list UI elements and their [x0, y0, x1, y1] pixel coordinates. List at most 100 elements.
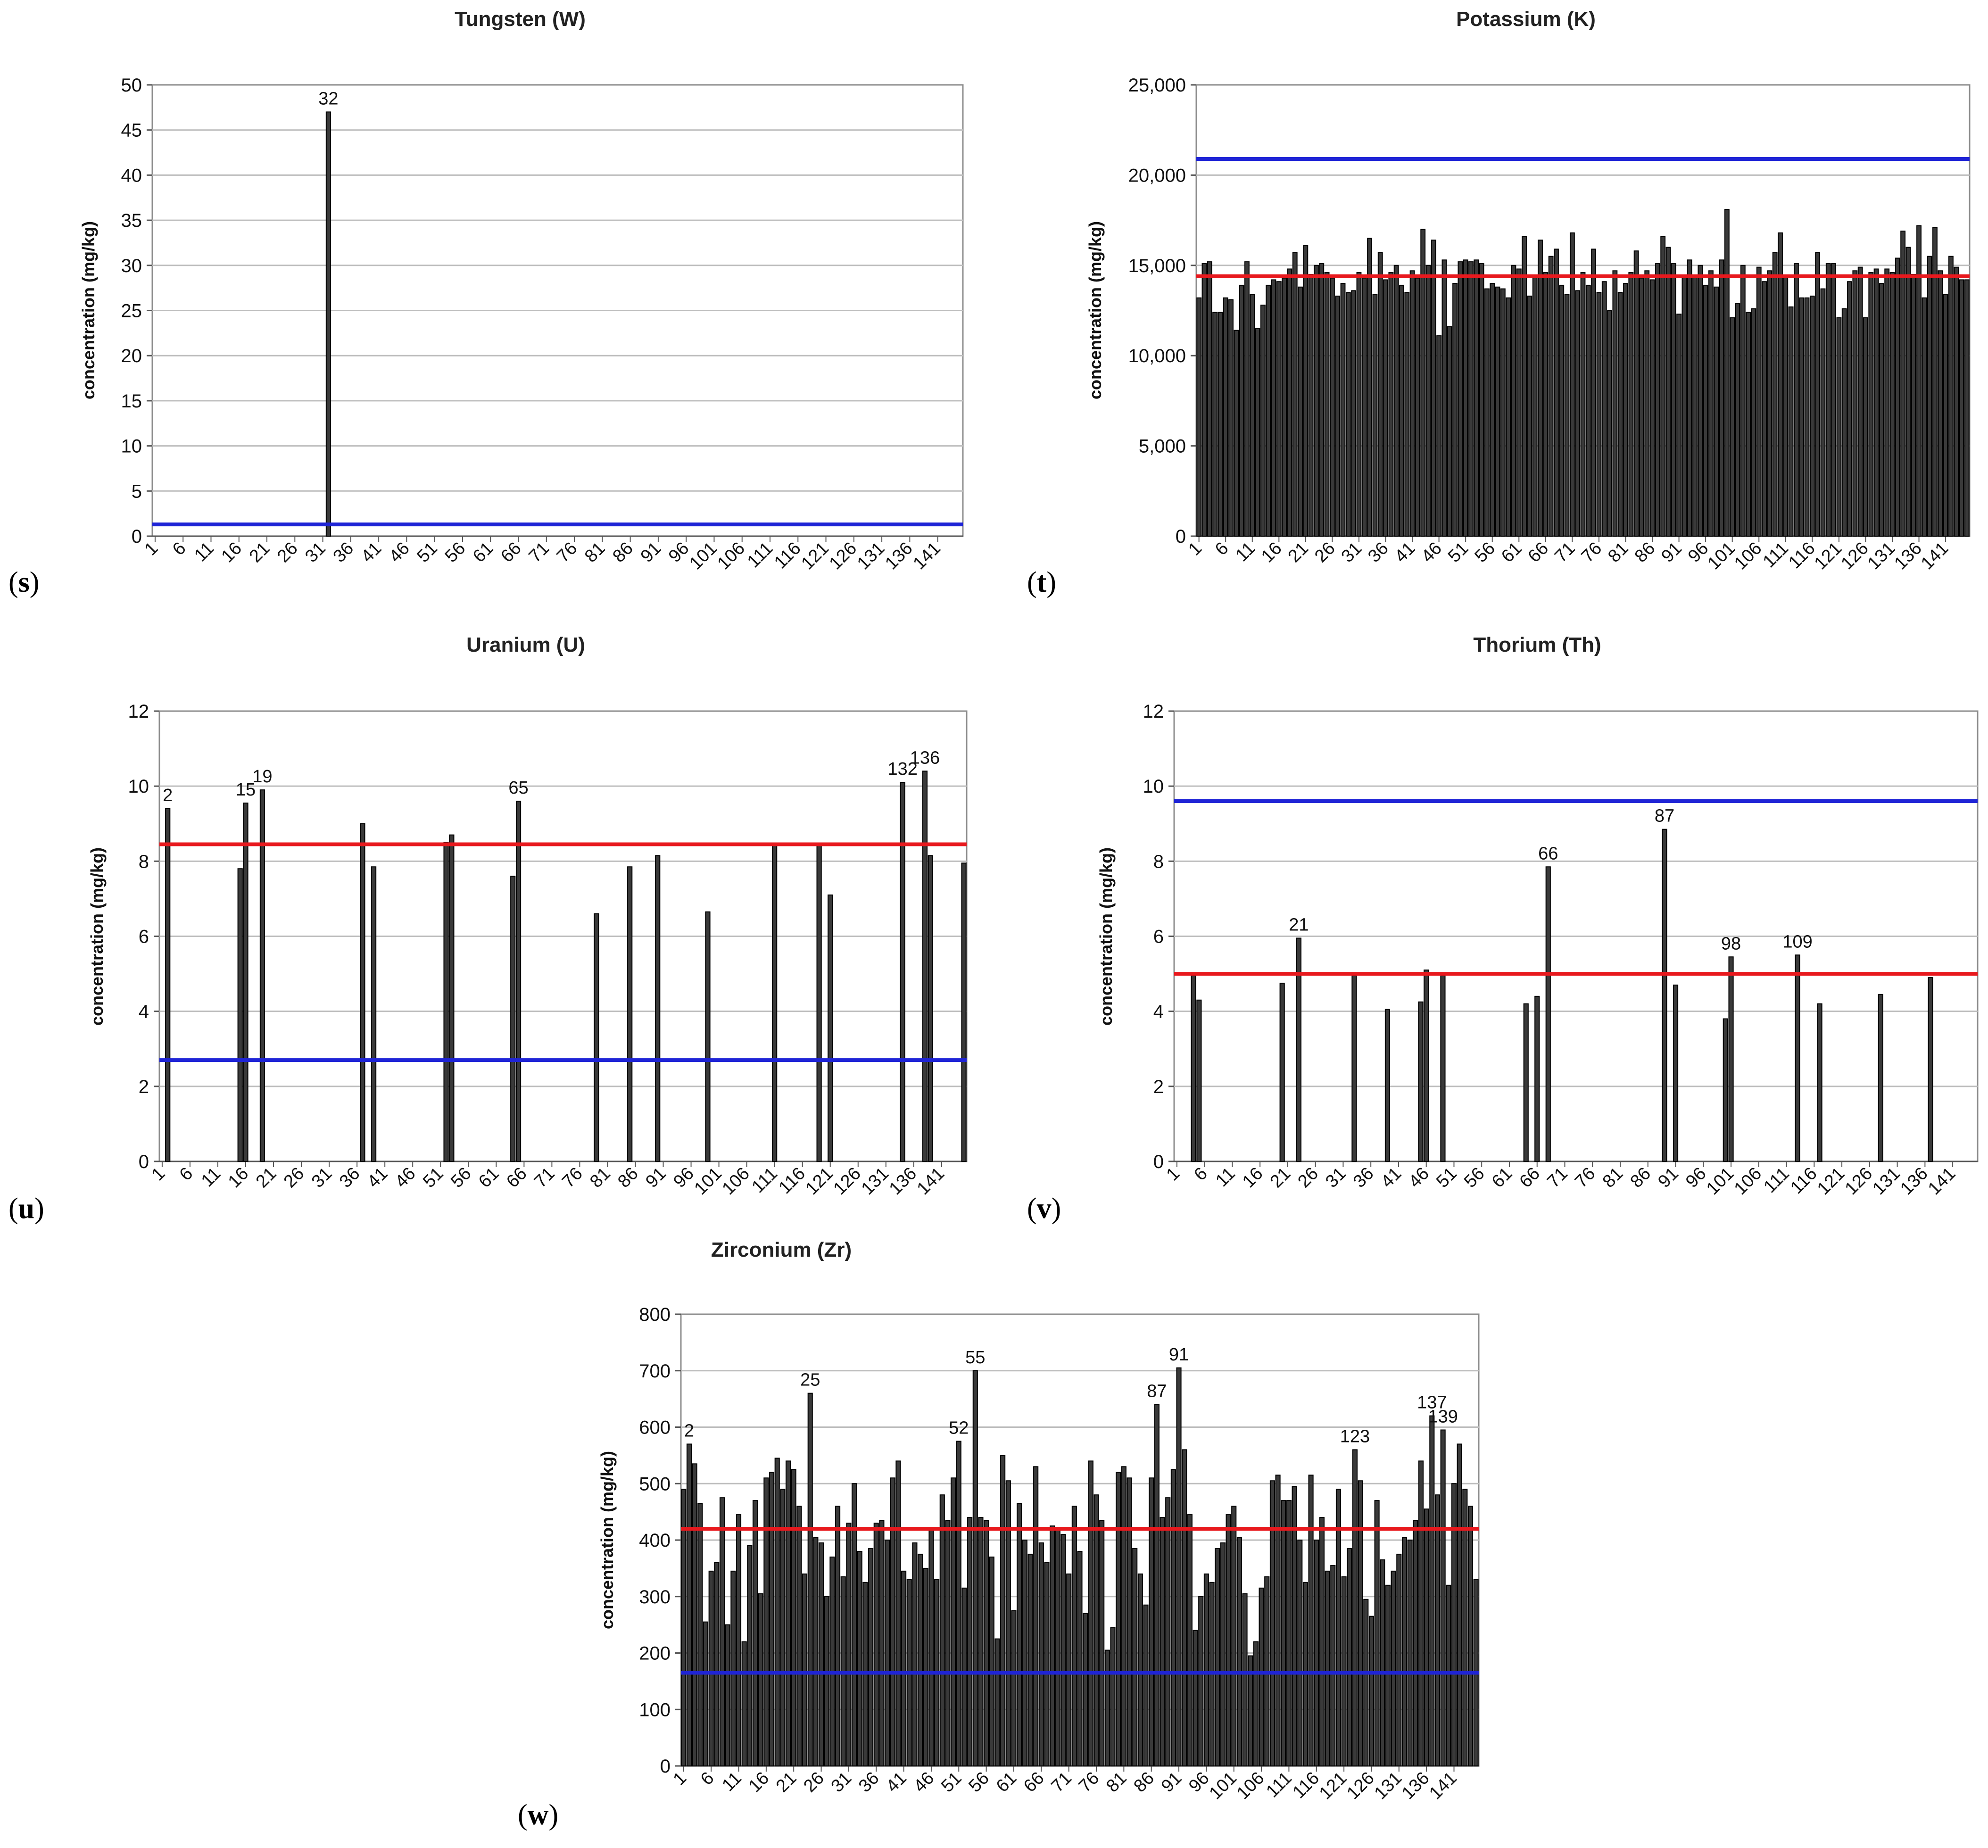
bar-sample-71 — [1569, 232, 1575, 537]
bar-sample-45 — [923, 1567, 928, 1766]
x-tick-label: 31 — [1322, 1164, 1350, 1192]
bar-sample-52 — [443, 842, 449, 1162]
bar-sample-18 — [774, 1458, 780, 1766]
bar-sample-26 — [1330, 277, 1335, 537]
bar-sample-35 — [868, 1548, 874, 1767]
bar-sample-20 — [1279, 982, 1285, 1162]
chart-title: Thorium (Th) — [1473, 633, 1601, 656]
bar-sample-103 — [1740, 265, 1746, 537]
bar-sample-53 — [449, 834, 455, 1162]
y-tick-label: 6 — [1153, 927, 1164, 947]
bar-sample-17 — [769, 1472, 775, 1766]
x-tick-label: 121 — [797, 539, 833, 574]
bar-sample-99 — [705, 911, 711, 1162]
bar-sample-144 — [1959, 279, 1964, 537]
bar-sample-20 — [785, 1460, 791, 1767]
bar-sample-53 — [1474, 259, 1479, 537]
bar-sample-143 — [1954, 266, 1959, 537]
bar-sample-74 — [1585, 284, 1591, 537]
x-tick-label: 116 — [775, 1164, 810, 1198]
bar-sample-69 — [1055, 1528, 1060, 1766]
x-tick-label: 46 — [910, 1768, 938, 1797]
y-tick-label: 40 — [121, 165, 142, 186]
bar-sample-117 — [1319, 1517, 1325, 1766]
bar-sample-87 — [1655, 263, 1660, 537]
bar-sample-110 — [1281, 1500, 1286, 1766]
bar-sample-15 — [758, 1593, 763, 1766]
x-tick-label: 36 — [1350, 1164, 1378, 1192]
bar-sample-61 — [1516, 268, 1522, 537]
bar-sample-5 — [1196, 999, 1202, 1162]
x-tick-label: 6 — [1211, 539, 1233, 560]
bar-sample-16 — [763, 1477, 769, 1766]
bar-sample-43 — [912, 1542, 918, 1766]
bar-sample-86 — [1649, 279, 1655, 537]
bar-sample-112 — [1292, 1486, 1297, 1766]
bar-sample-85 — [1143, 1604, 1149, 1767]
bar-sample-129 — [1385, 1584, 1391, 1766]
x-tick-label: 86 — [609, 539, 637, 567]
x-tick-label: 11 — [191, 539, 218, 566]
bar-sample-29 — [1345, 292, 1351, 537]
x-tick-label: 66 — [1516, 1164, 1544, 1192]
bar-sample-136 — [1424, 1508, 1429, 1766]
x-tick-label: 81 — [1604, 539, 1632, 567]
bar-sample-46 — [1424, 970, 1429, 1162]
bar-sample-55 — [1484, 288, 1490, 537]
x-tick-label: 116 — [770, 539, 805, 573]
x-tick-label: 86 — [1631, 539, 1659, 567]
bar-sample-50 — [1458, 261, 1463, 537]
bar-sample-126 — [1863, 317, 1868, 537]
bar-sample-95 — [1698, 265, 1703, 537]
x-tick-label: 131 — [858, 1164, 893, 1199]
x-tick-label: 41 — [1391, 539, 1419, 567]
bar-sample-138 — [1434, 1494, 1441, 1766]
bar-sample-43 — [1420, 229, 1426, 537]
bar-sample-64 — [510, 876, 516, 1162]
y-tick-label: 8 — [139, 851, 149, 872]
y-tick-label: 0 — [1153, 1152, 1164, 1172]
bar-sample-142 — [1457, 1443, 1462, 1766]
x-tick-label: 36 — [855, 1768, 883, 1797]
panel-letter-t: (t) — [1027, 566, 1056, 598]
x-tick-label: 61 — [1488, 1164, 1516, 1192]
y-tick-label: 10 — [1143, 776, 1164, 797]
y-tick-label: 15,000 — [1128, 256, 1186, 276]
y-tick-label: 0 — [1176, 526, 1186, 547]
bar-sample-107 — [1762, 281, 1767, 537]
bar-sample-39 — [1399, 284, 1404, 537]
bar-sample-120 — [1831, 263, 1836, 537]
bar-sample-82 — [1628, 272, 1634, 537]
x-tick-label: 121 — [1814, 1164, 1849, 1199]
bar-sample-10 — [1244, 261, 1250, 537]
bar-sample-75 — [1591, 249, 1597, 537]
chart-title: Zirconium (Zr) — [711, 1238, 852, 1261]
bar-sample-20 — [1298, 286, 1303, 537]
panel-letter-w: (w) — [518, 1799, 559, 1831]
x-tick-label: 66 — [503, 1164, 531, 1192]
bar-sample-83 — [1633, 250, 1639, 537]
bar-sample-66 — [1534, 995, 1540, 1162]
x-tick-label: 6 — [697, 1768, 718, 1790]
y-tick-label: 5 — [132, 481, 142, 502]
bar-sample-128 — [1878, 994, 1883, 1162]
bar-sample-53 — [967, 1517, 973, 1766]
x-tick-label: 1 — [148, 1164, 169, 1185]
y-tick-label: 800 — [639, 1304, 671, 1325]
bar-sample-126 — [1368, 1616, 1375, 1766]
x-tick-label: 31 — [828, 1768, 856, 1797]
bar-sample-52 — [1468, 261, 1474, 537]
bar-sample-79 — [1110, 1627, 1116, 1766]
bar-sample-134 — [900, 782, 905, 1162]
bar-sample-77 — [1099, 1520, 1105, 1766]
bar-sample-63 — [1527, 295, 1532, 537]
bar-sample-63 — [1022, 1540, 1027, 1766]
bar-sample-9 — [725, 1624, 730, 1766]
x-tick-label: 106 — [714, 539, 749, 574]
y-tick-label: 10 — [121, 436, 142, 457]
bar-sample-31 — [846, 1523, 852, 1766]
bar-sample-17 — [1282, 277, 1287, 537]
bar-sample-5 — [703, 1621, 709, 1766]
y-tick-label: 50 — [121, 75, 142, 96]
